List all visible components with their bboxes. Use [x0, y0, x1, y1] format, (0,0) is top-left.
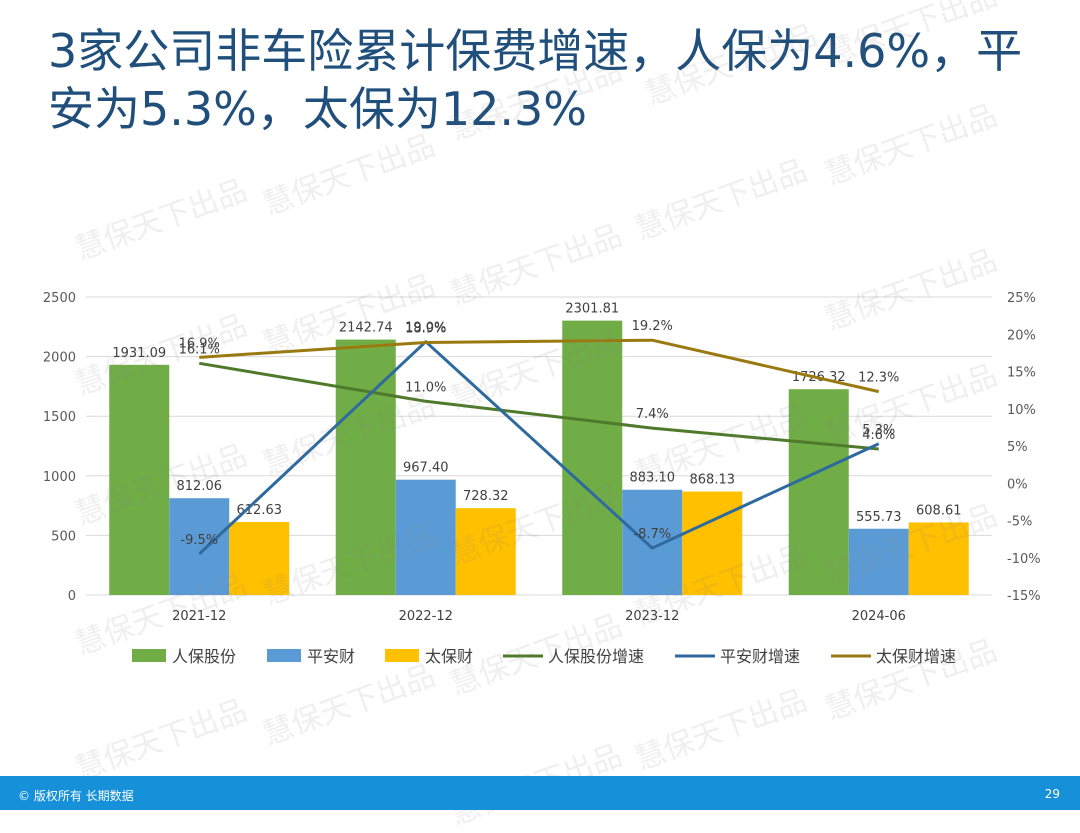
y-left-tick-label: 0	[68, 589, 76, 604]
page-title: 3家公司非车险累计保费增速，人保为4.6%，平安为5.3%，太保为12.3%	[48, 24, 1023, 136]
line-data-label: 4.6%	[862, 428, 895, 443]
legend-label: 平安财增速	[720, 647, 800, 666]
line-data-label: 16.9%	[179, 336, 220, 351]
y-left-tick-label: 500	[51, 529, 76, 544]
copyright-text: © 版权所有 长期数据	[18, 789, 134, 803]
bar-data-label: 1931.09	[112, 346, 166, 361]
line-data-label: 16.1%	[179, 342, 220, 357]
y-left-tick-label: 1000	[43, 470, 76, 485]
chart: 0 500 1000 1500 2000 2500 -15% -10% -5% 0% 5% 10% 15…	[43, 291, 1041, 666]
legend-label: 人保股份	[172, 647, 236, 666]
legend-swatch	[385, 649, 419, 662]
legend-label: 太保财	[425, 647, 473, 666]
bar	[109, 364, 170, 595]
line-data-label: -9.5%	[180, 533, 218, 548]
line-data-label: 5.3%	[862, 423, 895, 438]
x-tick-label: 2024-06	[852, 609, 906, 624]
y-right-tick-label: 10%	[1007, 403, 1036, 418]
y-right-tick-label: -10%	[1007, 552, 1041, 567]
bar-data-label: 728.32	[463, 489, 509, 504]
legend-label: 太保财增速	[876, 647, 956, 666]
y-right-tick-label: -5%	[1007, 515, 1032, 530]
bar	[622, 489, 683, 595]
y-left-tick-label: 1500	[43, 410, 76, 425]
y-right-tick-label: 5%	[1007, 440, 1028, 455]
line-data-label: -8.7%	[633, 527, 671, 542]
x-tick-label: 2023-12	[625, 609, 679, 624]
x-tick-label: 2021-12	[172, 609, 226, 624]
y-right-tick-label: 20%	[1007, 328, 1036, 343]
y-left-tick-label: 2500	[43, 291, 76, 306]
bar	[682, 491, 743, 595]
series-line	[199, 361, 879, 451]
bar-data-label: 812.06	[177, 479, 223, 494]
legend-swatch	[267, 649, 301, 662]
bar	[562, 320, 623, 595]
bar-data-label: 2142.74	[339, 321, 393, 336]
bar	[908, 522, 969, 595]
series-line	[199, 338, 880, 394]
bar-data-label: 2301.81	[565, 302, 619, 317]
bar-data-label: 612.63	[237, 503, 283, 518]
bar-data-label: 555.73	[856, 510, 902, 525]
y-right-tick-label: 0%	[1007, 477, 1028, 492]
bar	[848, 528, 909, 595]
y-left-tick-label: 2000	[43, 351, 76, 366]
bar-data-label: 883.10	[630, 471, 676, 486]
line-data-label: 11.0%	[405, 380, 446, 395]
y-right-tick-label: 25%	[1007, 291, 1036, 306]
line-data-label: 12.3%	[858, 371, 899, 386]
bar	[395, 479, 456, 595]
bar	[229, 521, 290, 595]
bar	[169, 498, 230, 595]
series-line	[198, 340, 880, 556]
bar	[455, 508, 516, 595]
line-data-label: 18.9%	[405, 321, 446, 336]
y-right-tick-label: -15%	[1007, 589, 1041, 604]
bar-data-label: 967.40	[403, 461, 449, 476]
page-number: 29	[1044, 787, 1060, 801]
y-right-tick-label: 15%	[1007, 366, 1036, 381]
line-data-label: 19.0%	[405, 321, 446, 336]
x-tick-label: 2022-12	[399, 609, 453, 624]
line-data-label: 7.4%	[636, 407, 669, 422]
legend-swatch	[132, 649, 166, 662]
bar	[335, 339, 396, 595]
bar	[788, 389, 849, 595]
bar-data-label: 608.61	[916, 503, 962, 518]
line-data-label: 19.2%	[632, 319, 673, 334]
legend-label: 人保股份增速	[548, 647, 644, 666]
bar-data-label: 868.13	[690, 473, 736, 488]
legend-label: 平安财	[307, 647, 355, 666]
footer: © 版权所有 长期数据 29	[0, 776, 1080, 810]
